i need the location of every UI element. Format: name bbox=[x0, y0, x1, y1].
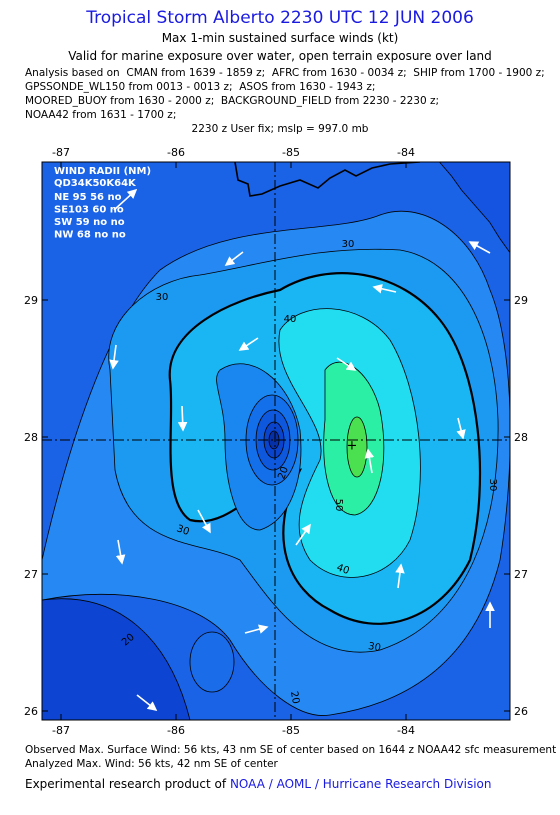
wind-radii: WIND RADII (NM)QD34K50K64K NE 95 56 no SE1… bbox=[54, 166, 151, 241]
lat-tick-label: 26 bbox=[24, 705, 38, 718]
lat-tick-label: 28 bbox=[24, 431, 38, 444]
lat-tick-label: 29 bbox=[514, 294, 528, 307]
subtitle: Max 1-min sustained surface winds (kt) bbox=[161, 31, 399, 45]
wind-radii-header: QD34K50K64K bbox=[54, 178, 137, 189]
contour-label: 40 bbox=[335, 562, 351, 577]
contour-label: 20 bbox=[288, 690, 301, 704]
fix-text: 2230 z User fix; mslp = 997.0 mb bbox=[191, 123, 369, 135]
wind-radii-row: SE103 60 no bbox=[54, 205, 124, 216]
lon-tick-label: -87 bbox=[52, 724, 70, 737]
lon-tick-label: -86 bbox=[167, 146, 185, 159]
valid-text: Valid for marine exposure over water, op… bbox=[68, 49, 492, 63]
wind-radii-row: SW 59 no no bbox=[54, 217, 125, 228]
analysis-line: Analysis based on CMAN from 1639 - 1859 … bbox=[25, 67, 545, 79]
contour-label: 30 bbox=[367, 641, 381, 654]
lon-tick-label: -84 bbox=[397, 724, 415, 737]
wind-radii-row: NW 68 no no bbox=[54, 230, 126, 241]
analysis-line: GPSSONDE_WL150 from 0013 - 0013 z; ASOS … bbox=[25, 81, 376, 93]
credit-line: Experimental research product of NOAA / … bbox=[25, 777, 492, 791]
analysis-line: NOAA42 from 1631 - 1700 z; bbox=[25, 109, 177, 121]
contour-label: 40 bbox=[284, 314, 297, 325]
lon-tick-label: -87 bbox=[52, 146, 70, 159]
contour-label: 30 bbox=[175, 523, 191, 538]
analysis-line: MOORED_BUOY from 1630 - 2000 z; BACKGROU… bbox=[25, 95, 440, 107]
lon-tick-label: -85 bbox=[282, 146, 300, 159]
wind-radii-title: WIND RADII (NM) bbox=[54, 166, 151, 177]
lat-tick-label: 27 bbox=[514, 568, 528, 581]
contour-label: 30 bbox=[156, 292, 169, 303]
contours: + bbox=[42, 162, 510, 720]
credit-text: Experimental research product of bbox=[25, 777, 227, 791]
contour-label: 50 bbox=[333, 499, 344, 512]
map: + WIND RADII (NM)QD34K50K64K NE 95 56 no S… bbox=[24, 146, 528, 737]
title: Tropical Storm Alberto 2230 UTC 12 JUN 2… bbox=[86, 8, 474, 28]
credit-link[interactable]: NOAA / AOML / Hurricane Research Divisio… bbox=[229, 777, 492, 791]
map-frame bbox=[41, 161, 511, 721]
lat-tick-label: 27 bbox=[24, 568, 38, 581]
contour-label: 30 bbox=[342, 239, 355, 250]
lon-tick-label: -84 bbox=[397, 146, 415, 159]
observed-text: Observed Max. Surface Wind: 56 kts, 43 n… bbox=[25, 744, 557, 756]
lat-tick-label: 28 bbox=[514, 431, 528, 444]
contour-label: 30 bbox=[487, 479, 498, 492]
lon-tick-label: -86 bbox=[167, 724, 185, 737]
lat-tick-label: 29 bbox=[24, 294, 38, 307]
lat-tick-label: 26 bbox=[514, 705, 528, 718]
contour-label: 20 bbox=[276, 465, 291, 481]
svg-text:+: + bbox=[347, 439, 358, 454]
wind-radii-row: NE 95 56 no bbox=[54, 192, 122, 203]
analyzed-text: Analyzed Max. Wind: 56 kts, 42 nm SE of … bbox=[25, 758, 278, 770]
lon-tick-label: -85 bbox=[282, 724, 300, 737]
